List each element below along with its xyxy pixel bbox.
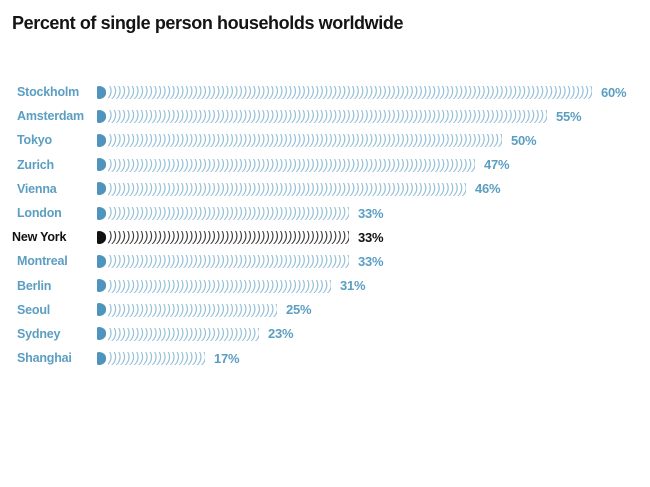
value-label: 33% bbox=[358, 253, 384, 269]
bar-cap-icon bbox=[97, 182, 106, 196]
bar: ))))))))))))))))))))))))))))))))))))))))… bbox=[97, 230, 349, 244]
city-label: Zurich bbox=[17, 157, 54, 172]
bar-cap-icon bbox=[97, 303, 106, 317]
bar: ))))))))))))))))))))))))))))))))))))))))… bbox=[97, 351, 205, 365]
value-label: 46% bbox=[475, 181, 501, 197]
chart-row: London))))))))))))))))))))))))))))))))))… bbox=[0, 201, 650, 225]
bar-glyph-strokes: ))))))))))))))))))))))))))))))))))))))))… bbox=[108, 230, 349, 245]
value-label: 33% bbox=[358, 205, 384, 221]
value-label: 60% bbox=[601, 84, 627, 100]
city-label: Stockholm bbox=[17, 85, 80, 100]
bar: ))))))))))))))))))))))))))))))))))))))))… bbox=[97, 85, 592, 99]
value-label: 23% bbox=[268, 326, 294, 342]
bar-cap-icon bbox=[97, 279, 106, 293]
bar: ))))))))))))))))))))))))))))))))))))))))… bbox=[97, 206, 349, 220]
bar-glyph-strokes: ))))))))))))))))))))))))))))))))))))))))… bbox=[108, 206, 349, 221]
bar: ))))))))))))))))))))))))))))))))))))))))… bbox=[97, 182, 466, 196]
city-label: New York bbox=[12, 230, 67, 245]
city-label: Montreal bbox=[17, 254, 68, 269]
value-label: 33% bbox=[358, 229, 384, 245]
bar: ))))))))))))))))))))))))))))))))))))))))… bbox=[97, 109, 547, 123]
city-label: London bbox=[17, 206, 62, 221]
chart-row: Seoul)))))))))))))))))))))))))))))))))))… bbox=[0, 298, 650, 322]
bar: ))))))))))))))))))))))))))))))))))))))))… bbox=[97, 303, 277, 317]
chart-row: Zurich))))))))))))))))))))))))))))))))))… bbox=[0, 153, 650, 177]
bar-glyph-strokes: ))))))))))))))))))))))))))))))))))))))))… bbox=[108, 133, 502, 148]
chart-row: New York))))))))))))))))))))))))))))))))… bbox=[0, 225, 650, 249]
bar-glyph-strokes: ))))))))))))))))))))))))))))))))))))))))… bbox=[108, 181, 466, 196]
bar-glyph-strokes: ))))))))))))))))))))))))))))))))))))))))… bbox=[108, 278, 331, 293]
value-label: 31% bbox=[340, 278, 366, 294]
bar-cap-icon bbox=[97, 206, 106, 220]
chart-row: Amsterdam)))))))))))))))))))))))))))))))… bbox=[0, 104, 650, 128]
bar-glyph-strokes: ))))))))))))))))))))))))))))))))))))))))… bbox=[108, 351, 205, 366]
chart-row: Sydney))))))))))))))))))))))))))))))))))… bbox=[0, 322, 650, 346]
bar-cap-icon bbox=[97, 230, 106, 244]
bar-cap-icon bbox=[97, 254, 106, 268]
chart-row: Stockholm)))))))))))))))))))))))))))))))… bbox=[0, 80, 650, 104]
bar-glyph-strokes: ))))))))))))))))))))))))))))))))))))))))… bbox=[108, 109, 547, 124]
city-label: Vienna bbox=[17, 181, 57, 196]
chart-row: Shanghai))))))))))))))))))))))))))))))))… bbox=[0, 346, 650, 370]
bar-cap-icon bbox=[97, 158, 106, 172]
bar: ))))))))))))))))))))))))))))))))))))))))… bbox=[97, 279, 331, 293]
bar-cap-icon bbox=[97, 133, 106, 147]
value-label: 25% bbox=[286, 302, 312, 318]
bar-cap-icon bbox=[97, 109, 106, 123]
chart-row: Tokyo)))))))))))))))))))))))))))))))))))… bbox=[0, 128, 650, 152]
bar-cap-icon bbox=[97, 351, 106, 365]
bar-glyph-strokes: ))))))))))))))))))))))))))))))))))))))))… bbox=[108, 85, 592, 100]
city-label: Tokyo bbox=[17, 133, 52, 148]
bar: ))))))))))))))))))))))))))))))))))))))))… bbox=[97, 133, 502, 147]
value-label: 50% bbox=[511, 132, 537, 148]
bar: ))))))))))))))))))))))))))))))))))))))))… bbox=[97, 327, 259, 341]
bar-glyph-strokes: ))))))))))))))))))))))))))))))))))))))))… bbox=[108, 326, 259, 341]
bar-cap-icon bbox=[97, 85, 106, 99]
chart-row: Berlin))))))))))))))))))))))))))))))))))… bbox=[0, 274, 650, 298]
chart-row: Vienna))))))))))))))))))))))))))))))))))… bbox=[0, 177, 650, 201]
city-label: Shanghai bbox=[17, 351, 72, 366]
bar: ))))))))))))))))))))))))))))))))))))))))… bbox=[97, 158, 475, 172]
chart-row: Montreal))))))))))))))))))))))))))))))))… bbox=[0, 249, 650, 273]
value-label: 55% bbox=[556, 108, 582, 124]
city-label: Seoul bbox=[17, 302, 51, 317]
city-label: Sydney bbox=[17, 326, 61, 341]
bar-glyph-strokes: ))))))))))))))))))))))))))))))))))))))))… bbox=[108, 302, 277, 317]
chart-title: Percent of single person households worl… bbox=[12, 13, 404, 33]
value-label: 17% bbox=[214, 350, 240, 366]
city-label: Amsterdam bbox=[17, 109, 84, 124]
bar-cap-icon bbox=[97, 327, 106, 341]
value-label: 47% bbox=[484, 157, 510, 173]
chart-rows: Stockholm)))))))))))))))))))))))))))))))… bbox=[0, 80, 650, 370]
bar-glyph-strokes: ))))))))))))))))))))))))))))))))))))))))… bbox=[108, 157, 475, 172]
bar: ))))))))))))))))))))))))))))))))))))))))… bbox=[97, 254, 349, 268]
city-label: Berlin bbox=[17, 278, 52, 293]
bar-glyph-strokes: ))))))))))))))))))))))))))))))))))))))))… bbox=[108, 254, 349, 269]
